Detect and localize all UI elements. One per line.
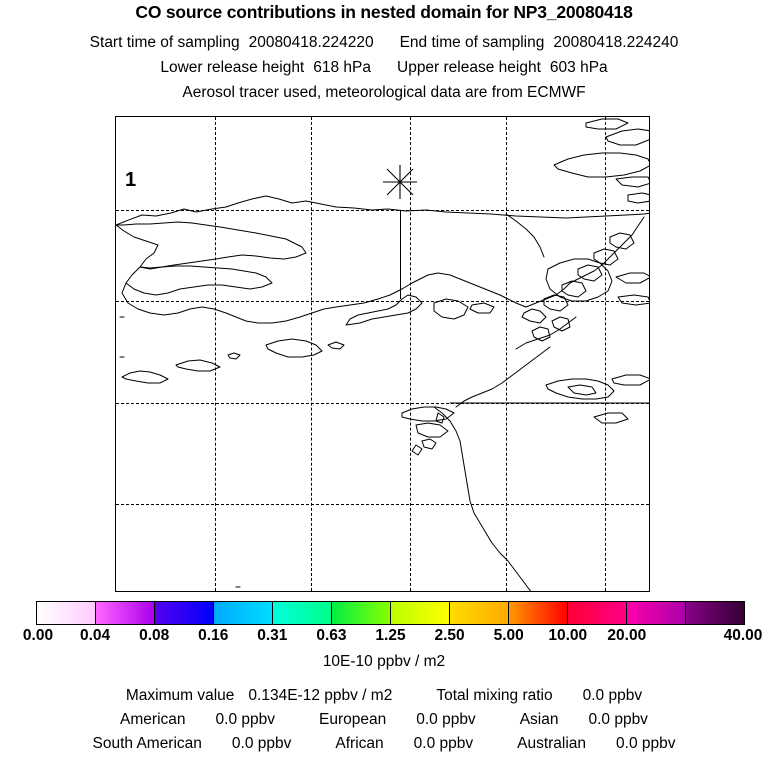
nest-domain-label: 1	[125, 169, 137, 191]
maximum-value-label: Maximum value	[125, 687, 235, 704]
stats-row-totals: Maximum value 0.134E-12 ppbv / m2 Total mi…	[0, 687, 768, 705]
colorbar-tick: 40.00	[723, 627, 763, 644]
colorbar-tick: 1.25	[375, 627, 406, 644]
start-time-value: 20080418.224220	[248, 34, 374, 51]
colorbar-tick: 0.16	[198, 627, 229, 644]
sampling-times-line: Start time of sampling 20080418.224220 End…	[0, 34, 768, 52]
colorbar-segment	[214, 602, 273, 624]
colorbar-tick: 5.00	[493, 627, 524, 644]
start-time-label: Start time of sampling	[89, 34, 240, 51]
total-mixing-ratio-value: 0.0 ppbv	[582, 687, 643, 704]
colorbar-segment	[568, 602, 627, 624]
colorbar-unit-label: 10E-10 ppbv / m2	[322, 653, 446, 670]
page-title: CO source contributions in nested domain…	[135, 2, 633, 22]
colorbar[interactable]	[36, 601, 745, 625]
colorbar-tick: 20.00	[607, 627, 647, 644]
region-value-african: 0.0 ppbv	[413, 735, 474, 752]
colorbar-segment	[509, 602, 568, 624]
colorbar-gradient	[36, 601, 745, 625]
colorbar-tick: 0.00	[22, 627, 54, 644]
colorbar-segment	[391, 602, 450, 624]
end-time-label: End time of sampling	[399, 34, 545, 51]
colorbar-tick: 10.00	[548, 627, 588, 644]
tracer-note: Aerosol tracer used, meteorological data…	[182, 84, 586, 101]
region-label-african: African	[335, 735, 384, 752]
region-label-asian: Asian	[519, 711, 559, 728]
end-time-value: 20080418.224240	[553, 34, 679, 51]
release-column-line	[400, 210, 401, 299]
colorbar-tick: 0.63	[316, 627, 347, 644]
total-mixing-ratio-label: Total mixing ratio	[436, 687, 553, 704]
colorbar-tick: 0.31	[257, 627, 288, 644]
upper-release-value: 603 hPa	[549, 59, 608, 76]
lower-release-value: 618 hPa	[313, 59, 371, 76]
colorbar-tick: 0.08	[139, 627, 170, 644]
coastline-map	[116, 118, 649, 591]
release-site-star-icon	[383, 165, 417, 199]
region-label-american: American	[120, 711, 186, 728]
lower-release-label: Lower release height	[160, 59, 305, 76]
colorbar-segment	[686, 602, 744, 624]
region-label-south-american: South American	[92, 735, 202, 752]
stats-row-regions-2: South American 0.0 ppbv African 0.0 ppbv Aus…	[0, 735, 768, 753]
release-heights-line: Lower release height 618 hPa Upper release…	[0, 59, 768, 77]
stats-row-regions-1: American 0.0 ppbv European 0.0 ppbv Asian 0.0…	[0, 711, 768, 729]
colorbar-segment	[96, 602, 155, 624]
region-value-south-american: 0.0 ppbv	[231, 735, 292, 752]
region-label-australian: Australian	[517, 735, 587, 752]
region-value-american: 0.0 ppbv	[215, 711, 275, 728]
upper-release-label: Upper release height	[397, 59, 541, 76]
region-value-european: 0.0 ppbv	[416, 711, 476, 728]
colorbar-tick-labels: 0.00 0.04 0.08 0.16 0.31 0.63 1.25 2.50 5.00 10.0…	[0, 627, 768, 647]
map-plot-area[interactable]: 1	[115, 116, 650, 592]
colorbar-segment	[273, 602, 332, 624]
colorbar-tick: 2.50	[434, 627, 465, 644]
region-value-asian: 0.0 ppbv	[588, 711, 648, 728]
colorbar-segment	[155, 602, 214, 624]
colorbar-segment	[627, 602, 686, 624]
colorbar-segment	[37, 602, 96, 624]
colorbar-segment	[450, 602, 509, 624]
colorbar-tick: 0.04	[79, 627, 111, 644]
colorbar-segment	[332, 602, 391, 624]
region-label-european: European	[318, 711, 387, 728]
region-value-australian: 0.0 ppbv	[616, 735, 676, 752]
maximum-value: 0.134E-12 ppbv / m2	[248, 687, 393, 704]
